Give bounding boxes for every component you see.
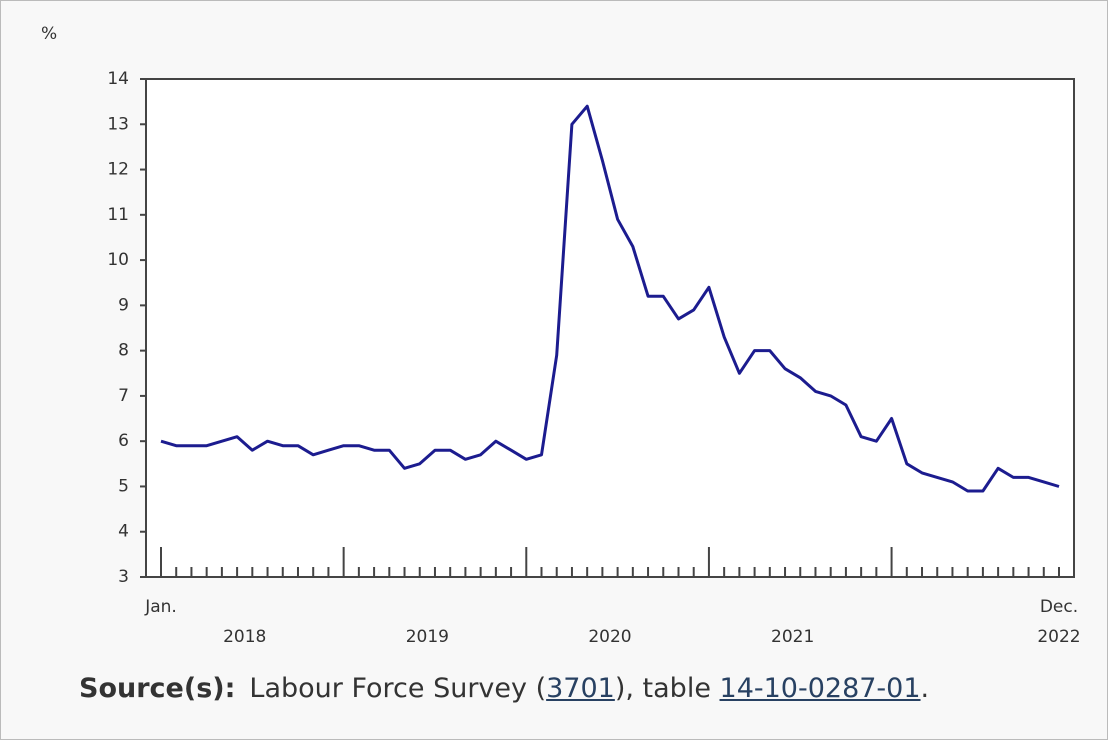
y-tick-label: 14 [107, 69, 129, 89]
year-label: 2019 [406, 627, 449, 647]
y-tick-label: 5 [118, 476, 129, 496]
source-label: Source(s): [79, 673, 236, 704]
chart: % 3 4 5 6 7 8 9 10 11 12 13 14 Jan. Dec. 2018 2019 2020 2… [41, 24, 1081, 647]
source-link[interactable]: 3701 [546, 673, 615, 704]
y-tick-label: 10 [107, 250, 129, 270]
year-label: 2020 [588, 627, 631, 647]
data-line [160, 104, 1060, 493]
source-text: . [920, 673, 930, 704]
source-text: Labour Force Survey ( [249, 673, 547, 704]
source-text: ), table [614, 673, 720, 704]
x-tick-label: Dec. [1040, 597, 1078, 617]
y-tick-label: 8 [118, 341, 129, 361]
y-axis-label: % [41, 24, 57, 44]
year-label: 2018 [223, 627, 266, 647]
year-label: 2021 [771, 627, 814, 647]
y-tick-label: 12 [107, 160, 129, 180]
y-tick-label: 13 [107, 114, 129, 134]
x-tick-label: Jan. [144, 597, 177, 617]
y-tick-label: 3 [118, 567, 129, 587]
y-tick-label: 9 [118, 295, 129, 315]
y-tick-label: 7 [118, 386, 129, 406]
source-line: Source(s): Labour Force Survey (3701), ta… [79, 673, 929, 704]
y-tick-label: 4 [118, 522, 129, 542]
year-label: 2022 [1037, 627, 1080, 647]
y-tick-label: 11 [107, 205, 129, 225]
table-link[interactable]: 14-10-0287-01 [719, 673, 921, 704]
y-tick-label: 6 [118, 431, 129, 451]
plot-frame [145, 78, 1075, 578]
